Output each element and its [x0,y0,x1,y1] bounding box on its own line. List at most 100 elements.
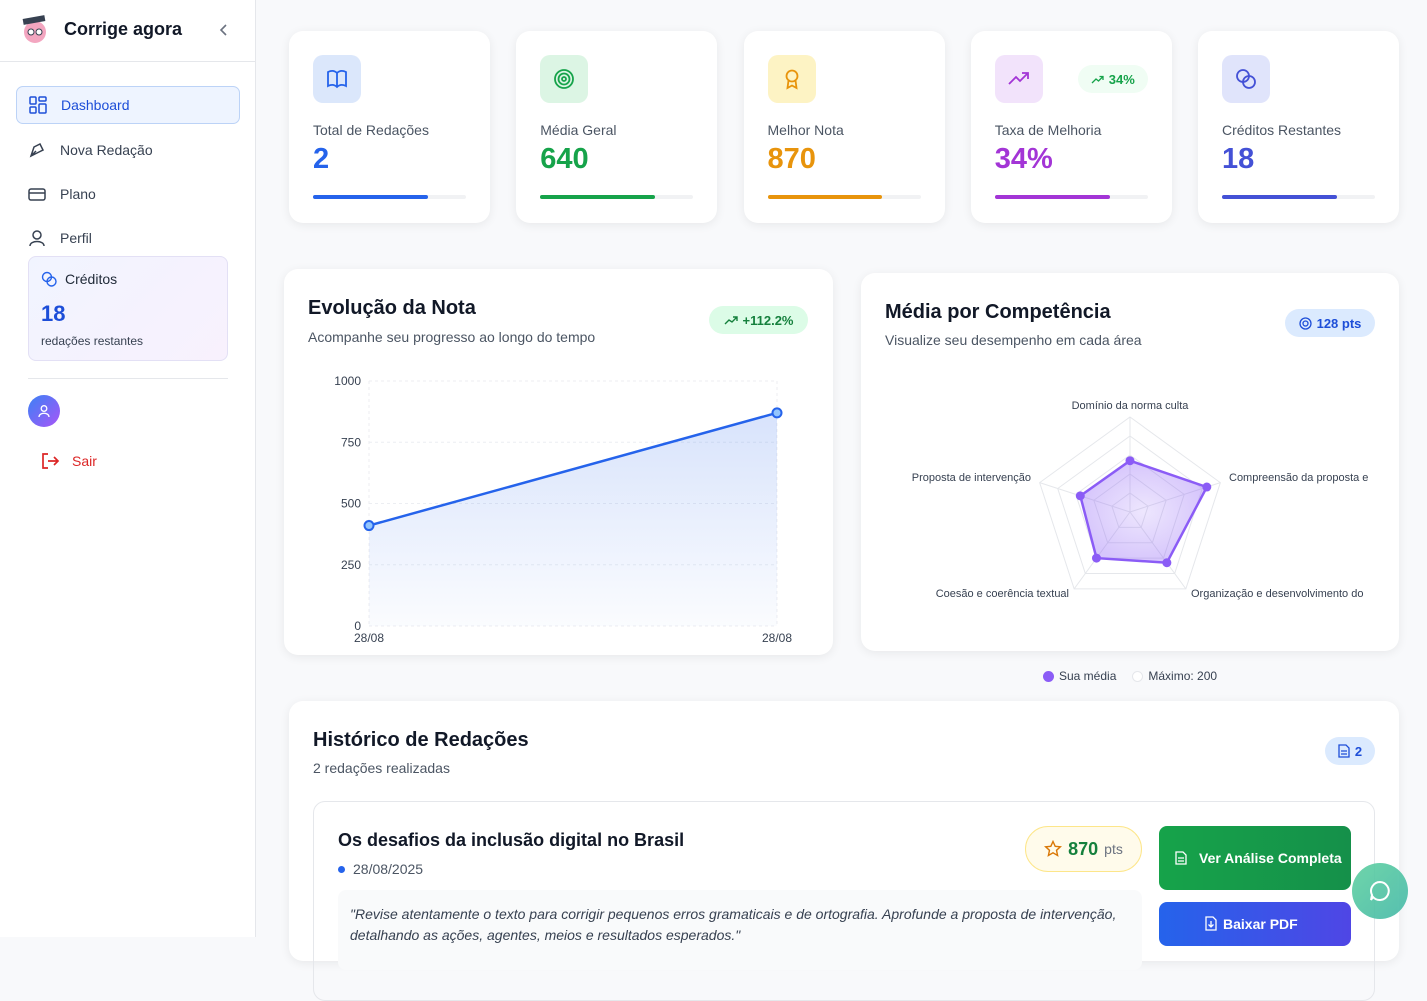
nav-label: Perfil [60,230,92,246]
date-text: 28/08/2025 [353,861,424,877]
badge-text: 128 pts [1316,315,1362,331]
stat-card: Créditos Restantes 18 [1198,31,1399,223]
history-card: Histórico de Redações 2 redações realiza… [289,701,1399,1001]
history-subtitle: 2 redações realizadas [313,760,450,776]
point [363,520,375,532]
button-label: Baixar PDF [1223,916,1298,932]
y-tick-label: 1000 [334,374,361,388]
credits-caption: redações restantes [41,334,144,348]
collapse-button[interactable] [217,23,231,37]
nav-nova-redacao[interactable]: Nova Redação [16,131,240,169]
line-chart: 0 250 500 750 1000 28/08 28/08 [334,374,792,645]
stat-label: Créditos Restantes [1222,122,1342,138]
logout[interactable]: Sair [40,451,97,471]
growth-badge: +112.2% [709,306,808,334]
progress-fill [1222,195,1337,199]
radar-point [1091,553,1101,563]
progress-fill [767,195,883,199]
legend: Sua média Máximo: 200 [1043,669,1217,683]
stat-value: 640 [540,143,589,175]
stat-card: Média Geral 640 [516,31,718,223]
chart-title: Evolução da Nota [308,297,476,319]
stat-value: 18 [1222,143,1255,175]
icon [327,70,347,89]
stat-label: Taxa de Melhoria [994,122,1102,138]
pdf-button[interactable]: Baixar PDF [1159,902,1351,946]
score-badge: 870 pts [1025,826,1142,872]
progress-fill [540,195,655,199]
nav-label: Dashboard [61,97,130,113]
progress-track [767,195,921,199]
score: 870 [1068,838,1099,859]
radar-ring [1057,435,1203,574]
nav-dashboard[interactable]: Dashboard [16,86,240,124]
stat-icon [994,55,1043,103]
feedback: "Revise atentamente o texto para corrigi… [338,890,1142,970]
radar-point [1125,456,1135,466]
progress-fill [994,195,1110,199]
credits-label: Créditos [65,271,118,287]
legend-swatch [1132,670,1144,682]
progress-track [540,195,694,199]
area [369,412,777,626]
stat-icon [540,55,589,103]
radar-point [1075,491,1085,501]
stat-label: Média Geral [540,122,617,138]
analysis-button[interactable]: Ver Análise Completa [1159,826,1351,890]
progress-track [313,195,466,199]
icon [1236,69,1256,89]
line-chart-card: Evolução da Nota Acompanhe seu progresso… [284,269,833,655]
stat-icon [767,55,816,103]
button-label: Ver Análise Completa [1199,850,1342,866]
axis-label: Domínio da norma culta [1072,400,1190,412]
nav-plano[interactable]: Plano [16,175,240,213]
stat-value: 34% [994,143,1053,175]
nav-label: Plano [60,186,96,202]
y-tick-label: 500 [341,497,361,511]
legend-item: Sua média [1043,669,1116,683]
score-unit: pts [1104,841,1123,857]
essay-title: Os desafios da inclusão digital no Brasi… [338,830,685,850]
history-title: Histórico de Redações [313,729,529,751]
legend-label: Máximo: 200 [1148,669,1218,683]
line [368,411,778,527]
avatar[interactable] [28,395,60,427]
logo [22,15,46,43]
radar-chart: Domínio da norma culta Compreensão da pro… [912,400,1369,600]
badge-text: +112.2% [742,312,794,328]
badge-text: 2 [1354,743,1363,759]
x-tick-label: 28/08 [762,631,792,645]
icon [554,69,575,89]
axis-label: Organização e desenvolvimento do [1191,588,1363,600]
stat-value: 2 [313,143,330,175]
divider [0,61,256,62]
axis-label: Compreensão da proposta e [1229,472,1368,484]
stat-value: 870 [767,143,816,175]
axis-label: Coesão e coerência textual [936,588,1069,600]
logout-label: Sair [72,453,97,469]
y-tick-label: 750 [341,435,361,449]
x-tick-label: 28/08 [354,631,384,645]
progress-fill [313,195,428,199]
badge-text: 34% [1108,71,1135,87]
progress-track [994,195,1148,199]
chart-title: Média por Competência [885,301,1111,323]
radar-max [1039,416,1221,590]
stat-label: Total de Redações [313,122,429,138]
legend-swatch [1043,670,1054,682]
chart-subtitle: Acompanhe seu progresso ao longo do temp… [308,329,596,345]
y-tick-label: 0 [354,619,361,633]
icon [1008,72,1029,85]
essay-item: Os desafios da inclusão digital no Brasi… [313,801,1375,1001]
radar-point [1162,558,1172,568]
progress-track [1222,195,1375,199]
credits-box: Créditos 18 redações restantes [28,256,228,361]
radar-point [1202,482,1212,492]
essay-date: 28/08/2025 [338,861,423,877]
chat-button[interactable] [1352,863,1408,919]
nav-perfil[interactable]: Perfil [16,219,240,257]
legend-item: Máximo: 200 [1132,669,1217,683]
icon [785,69,798,90]
stat-card: 34% Taxa de Melhoria 34% [970,31,1172,223]
